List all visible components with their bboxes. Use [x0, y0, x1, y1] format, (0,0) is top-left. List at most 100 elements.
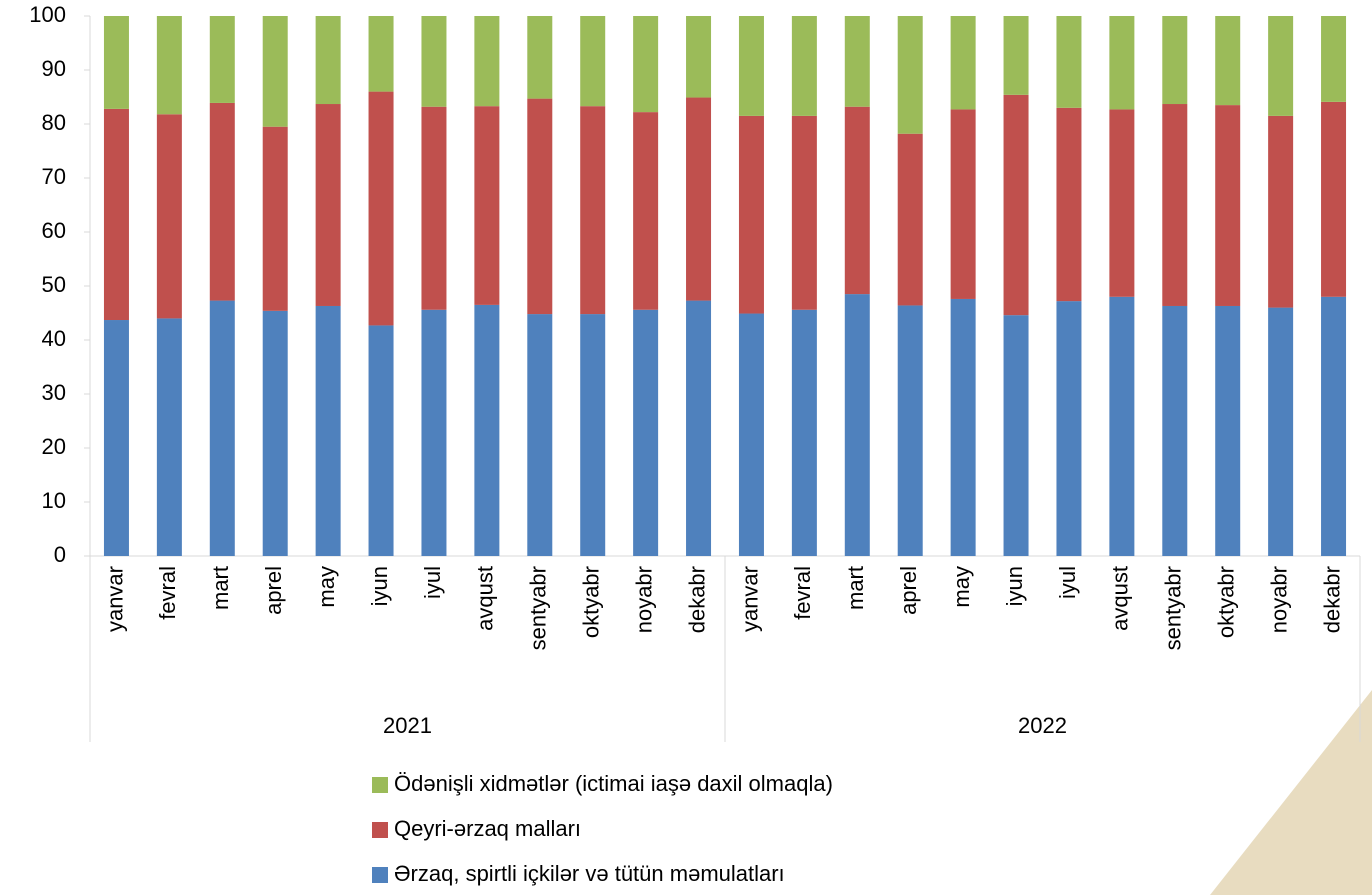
bar-segment: [315, 104, 341, 306]
legend-label: Qeyri-ərzaq malları: [394, 816, 581, 841]
x-tick-label: yanvar: [102, 566, 127, 632]
x-tick-label: oktyabr: [1214, 566, 1239, 638]
bar-segment: [1003, 16, 1029, 95]
x-tick-label: iyul: [1055, 566, 1080, 599]
legend-swatch: [372, 867, 388, 883]
bar-segment: [209, 16, 235, 103]
y-tick-label: 10: [42, 488, 66, 513]
bar-segment: [1109, 109, 1135, 297]
y-tick-label: 60: [42, 218, 66, 243]
bar-segment: [580, 16, 606, 107]
x-tick-label: fevral: [790, 566, 815, 620]
bar-segment: [633, 112, 659, 310]
bar-segment: [527, 16, 553, 99]
decoration: [1210, 690, 1372, 895]
x-tick-label: sentyabr: [1161, 566, 1186, 650]
bar-segment: [368, 16, 394, 92]
group-label: 2022: [1018, 713, 1067, 738]
bar-segment: [1321, 16, 1347, 102]
x-tick-label: noyabr: [1266, 566, 1291, 633]
x-tick-label: avqust: [1108, 566, 1133, 631]
bar-segment: [474, 16, 500, 107]
x-tick-label: mart: [208, 566, 233, 610]
x-tick-label: may: [949, 566, 974, 608]
legend-label: Ödənişli xidmətlər (ictimai iaşə daxil o…: [394, 771, 833, 796]
bar-segment: [209, 300, 235, 556]
bar-segment: [633, 309, 659, 556]
x-tick-label: iyun: [1002, 566, 1027, 606]
bar-segment: [633, 16, 659, 113]
bar-segment: [1109, 16, 1135, 110]
bar-segment: [262, 310, 288, 556]
bar-segment: [262, 16, 288, 127]
y-tick-label: 40: [42, 326, 66, 351]
bar-segment: [103, 108, 129, 321]
x-tick-label: oktyabr: [579, 566, 604, 638]
bar-segment: [580, 314, 606, 556]
x-tick-label: dekabr: [684, 566, 709, 633]
x-tick-label: fevral: [155, 566, 180, 620]
bar-segment: [209, 102, 235, 301]
bar-segment: [1003, 315, 1029, 556]
bar-segment: [527, 98, 553, 315]
bar-segment: [156, 16, 182, 115]
x-tick-label: iyun: [367, 566, 392, 606]
bar-segment: [686, 300, 712, 556]
bar-segment: [156, 318, 182, 556]
x-tick-label: yanvar: [737, 566, 762, 632]
bar-segment: [527, 314, 553, 556]
bar-segment: [897, 305, 923, 556]
bar-segment: [897, 133, 923, 306]
bar-segment: [844, 294, 870, 556]
legend-swatch: [372, 777, 388, 793]
x-tick-label: may: [314, 566, 339, 608]
bar-segment: [421, 16, 447, 107]
bar-segment: [950, 109, 976, 299]
bar-segment: [1215, 305, 1241, 556]
bar-segment: [1003, 94, 1029, 316]
bar-segment: [1215, 16, 1241, 106]
bar-segment: [950, 16, 976, 110]
x-tick-label: mart: [843, 566, 868, 610]
bar-segment: [738, 313, 764, 556]
x-tick-label: noyabr: [631, 566, 656, 633]
y-tick-label: 100: [29, 2, 66, 27]
bar-segment: [1109, 296, 1135, 556]
x-tick-label: avqust: [473, 566, 498, 631]
bar-segment: [421, 106, 447, 310]
bar-segment: [474, 106, 500, 305]
legend-swatch: [372, 822, 388, 838]
bar-segment: [103, 320, 129, 556]
bar-segment: [315, 16, 341, 105]
bar-segment: [1215, 105, 1241, 306]
bar-segment: [262, 126, 288, 311]
bar-segment: [844, 106, 870, 295]
bar-segment: [1056, 301, 1082, 556]
y-tick-label: 50: [42, 272, 66, 297]
group-label: 2021: [383, 713, 432, 738]
legend-label: Ərzaq, spirtli içkilər və tütün məmulatl…: [394, 861, 785, 886]
y-tick-label: 80: [42, 110, 66, 135]
bar-segment: [1162, 104, 1188, 306]
bar-segment: [1268, 115, 1294, 308]
bar-segment: [1321, 101, 1347, 297]
y-tick-label: 30: [42, 380, 66, 405]
bar-segment: [368, 325, 394, 556]
bar-segment: [580, 106, 606, 315]
x-tick-label: dekabr: [1319, 566, 1344, 633]
bar-segment: [421, 309, 447, 556]
bar-segment: [791, 115, 817, 310]
bar-segment: [686, 16, 712, 98]
bar-segment: [156, 114, 182, 319]
bar-segment: [315, 305, 341, 556]
bar-segment: [950, 298, 976, 556]
bar-segment: [1321, 296, 1347, 556]
bar-segment: [103, 16, 129, 109]
bar-segment: [738, 115, 764, 314]
bar-segment: [1162, 305, 1188, 556]
bar-segment: [738, 16, 764, 116]
bar-segment: [368, 91, 394, 326]
y-tick-label: 90: [42, 56, 66, 81]
x-tick-label: aprel: [261, 566, 286, 615]
